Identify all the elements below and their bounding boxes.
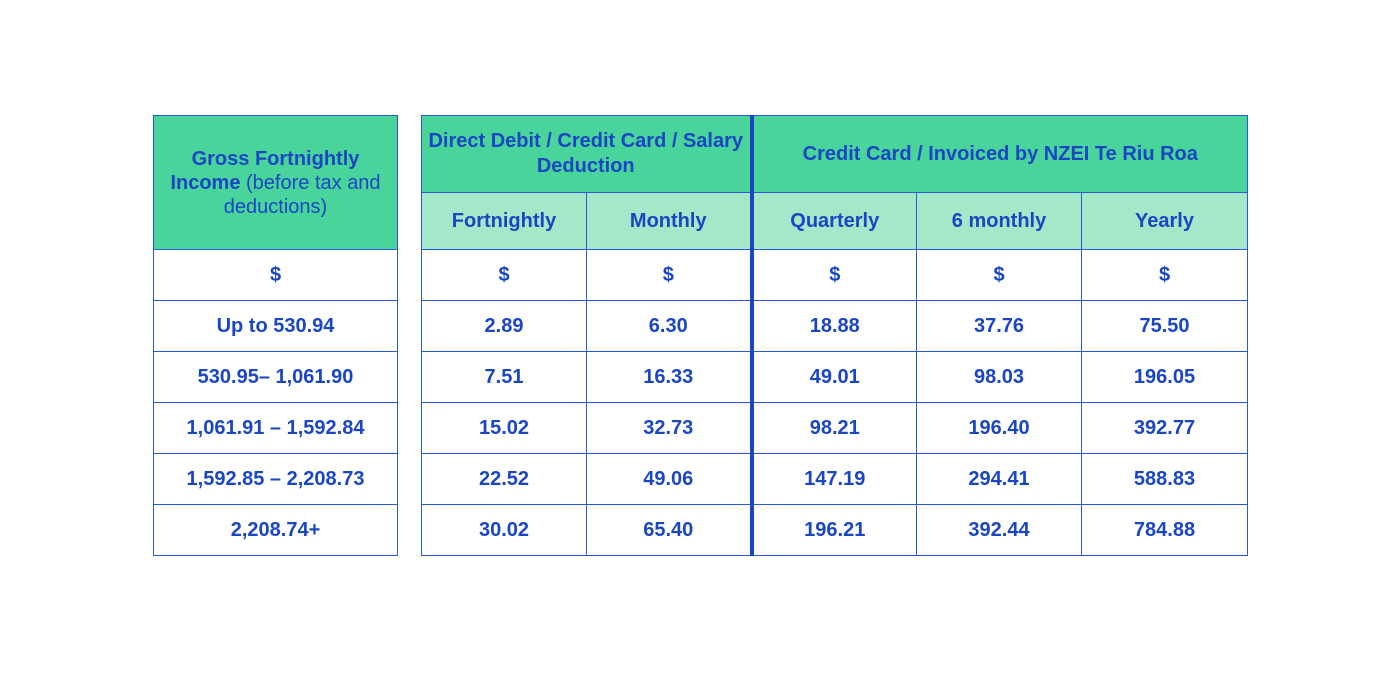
column-header-6-monthly: 6 monthly <box>916 192 1082 250</box>
rate-cell: 294.41 <box>916 453 1082 505</box>
rate-cell: 32.73 <box>586 402 754 454</box>
rate-cell: 2.89 <box>421 300 587 352</box>
group-header-direct-debit: Direct Debit / Credit Card / Salary Dedu… <box>421 115 754 193</box>
rate-cell: 147.19 <box>751 453 917 505</box>
rate-cell: 18.88 <box>751 300 917 352</box>
income-row: 530.95– 1,061.90 <box>153 351 398 403</box>
rate-cell: 7.51 <box>421 351 587 403</box>
rate-cell: 16.33 <box>586 351 754 403</box>
rate-cell: 75.50 <box>1080 300 1249 352</box>
rate-cell: 392.77 <box>1080 402 1249 454</box>
rate-cell: 37.76 <box>916 300 1082 352</box>
rate-cell: 196.05 <box>1080 351 1249 403</box>
rate-cell: 49.01 <box>751 351 917 403</box>
rate-cell: 98.21 <box>751 402 917 454</box>
rate-cell: 196.21 <box>751 504 917 556</box>
rate-cell: 49.06 <box>586 453 754 505</box>
income-row: 1,061.91 – 1,592.84 <box>153 402 398 454</box>
rate-cell: 22.52 <box>421 453 587 505</box>
column-header-quarterly: Quarterly <box>751 192 917 250</box>
income-header-bold: Gross Fortnightly Income <box>170 147 360 194</box>
currency-cell: $ <box>586 249 754 301</box>
column-header-monthly: Monthly <box>586 192 754 250</box>
rate-cell: 15.02 <box>421 402 587 454</box>
rate-cell: 196.40 <box>916 402 1082 454</box>
income-header: Gross Fortnightly Income (before tax and… <box>153 115 398 250</box>
income-currency: $ <box>153 249 398 301</box>
rate-row: 15.02 32.73 98.21 196.40 392.77 <box>421 402 1249 454</box>
column-header-fortnightly: Fortnightly <box>421 192 587 250</box>
rate-row: 2.89 6.30 18.88 37.76 75.50 <box>421 300 1249 352</box>
income-row: 2,208.74+ <box>153 504 398 556</box>
rate-cell: 6.30 <box>586 300 754 352</box>
rates-table: Direct Debit / Credit Card / Salary Dedu… <box>421 115 1249 556</box>
rate-row: 22.52 49.06 147.19 294.41 588.83 <box>421 453 1249 505</box>
income-table: Gross Fortnightly Income (before tax and… <box>153 115 398 556</box>
currency-cell: $ <box>1080 249 1249 301</box>
rate-cell: 392.44 <box>916 504 1082 556</box>
rate-cell: 784.88 <box>1080 504 1249 556</box>
rate-cell: 65.40 <box>586 504 754 556</box>
rate-row: 30.02 65.40 196.21 392.44 784.88 <box>421 504 1249 556</box>
rate-row: 7.51 16.33 49.01 98.03 196.05 <box>421 351 1249 403</box>
column-header-yearly: Yearly <box>1080 192 1249 250</box>
currency-cell: $ <box>751 249 917 301</box>
income-row: Up to 530.94 <box>153 300 398 352</box>
currency-cell: $ <box>421 249 587 301</box>
rate-cell: 588.83 <box>1080 453 1249 505</box>
group-header-credit-card: Credit Card / Invoiced by NZEI Te Riu Ro… <box>750 115 1249 193</box>
income-header-note: (before tax and deductions) <box>223 171 381 218</box>
rate-cell: 98.03 <box>916 351 1082 403</box>
income-row: 1,592.85 – 2,208.73 <box>153 453 398 505</box>
rate-cell: 30.02 <box>421 504 587 556</box>
currency-cell: $ <box>916 249 1082 301</box>
